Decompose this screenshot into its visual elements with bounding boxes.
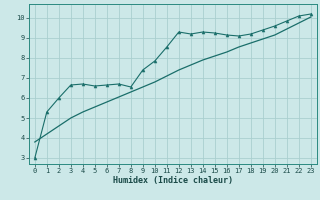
X-axis label: Humidex (Indice chaleur): Humidex (Indice chaleur) [113, 176, 233, 185]
